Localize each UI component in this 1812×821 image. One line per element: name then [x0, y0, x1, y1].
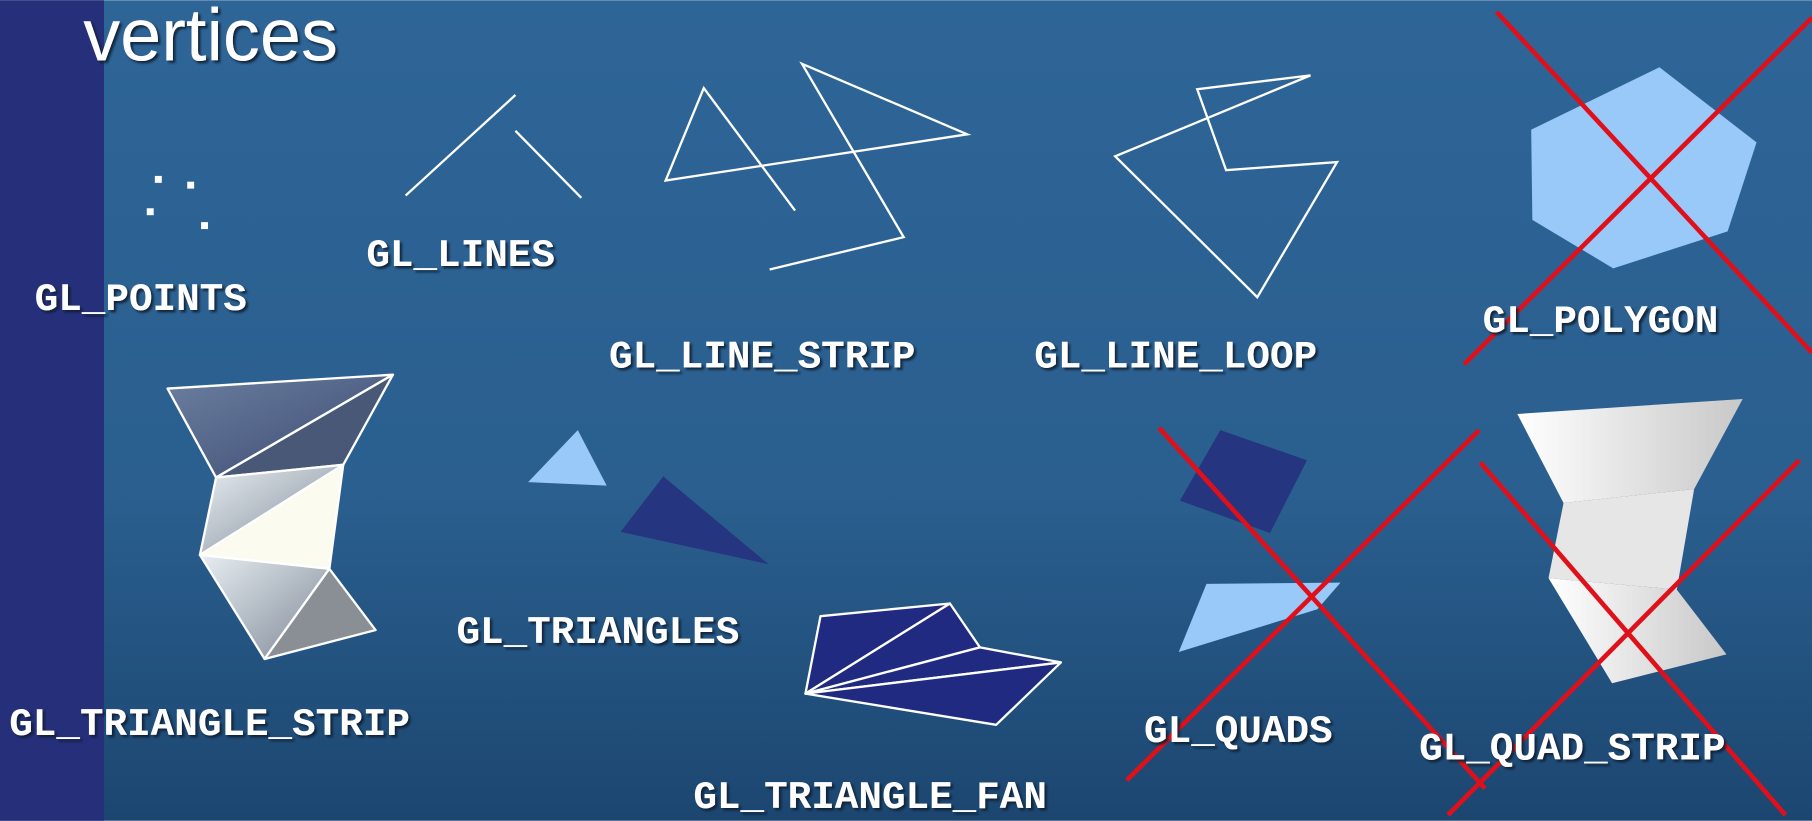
lines-shape — [404, 94, 583, 199]
primitive-label: GL_POINTS — [35, 277, 247, 322]
side-bar — [0, 0, 105, 821]
triangle-strip-shape — [166, 373, 395, 661]
primitive-label: GL_TRIANGLES — [456, 610, 739, 655]
primitive-label: GL_LINE_STRIP — [609, 335, 915, 380]
triangles-shape — [528, 430, 769, 565]
primitive-label: GL_LINES — [366, 233, 555, 278]
primitive-label: GL_LINE_LOOP — [1034, 335, 1317, 380]
points-shape — [146, 175, 209, 230]
quad-strip-shape — [1446, 398, 1801, 817]
primitive-label: GL_QUADS — [1144, 709, 1333, 754]
slide-title: vertices — [83, 0, 338, 76]
primitive-label: GL_TRIANGLE_FAN — [693, 775, 1047, 820]
quads-shape — [1125, 426, 1487, 790]
line-strip-shape — [663, 61, 972, 271]
primitive-label: GL_QUAD_STRIP — [1419, 726, 1725, 771]
polygon-shape — [1462, 10, 1812, 366]
triangle-fan-shape — [804, 602, 1063, 726]
line-loop-shape — [1113, 74, 1340, 300]
primitive-label: GL_POLYGON — [1483, 299, 1719, 344]
primitive-label: GL_TRIANGLE_STRIP — [9, 702, 410, 747]
